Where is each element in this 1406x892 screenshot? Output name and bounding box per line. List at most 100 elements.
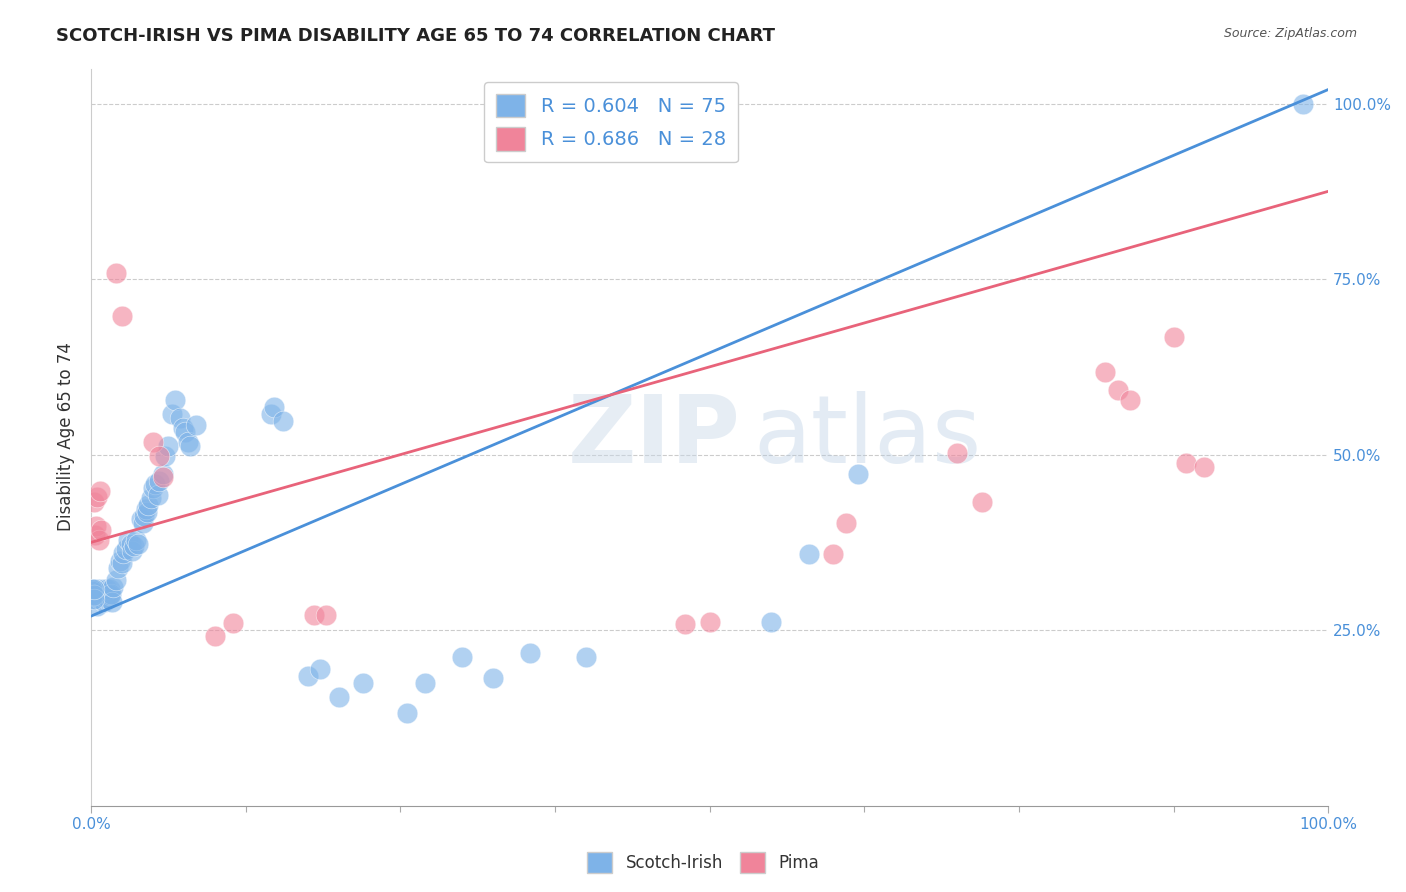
Point: [946, 446, 969, 460]
Point: [142, 434, 165, 449]
Point: [1292, 96, 1315, 111]
Point: [136, 498, 159, 512]
Point: [1119, 392, 1142, 407]
Point: [90, 584, 112, 599]
Point: [84, 591, 107, 606]
Point: [91, 588, 114, 602]
Point: [186, 418, 208, 433]
Point: [204, 629, 226, 643]
Point: [179, 439, 201, 453]
Point: [142, 481, 165, 495]
Point: [108, 554, 131, 568]
Point: [263, 400, 285, 414]
Point: [797, 547, 820, 561]
Point: [129, 512, 152, 526]
Point: [103, 580, 125, 594]
Point: [671, 102, 693, 116]
Point: [135, 502, 157, 516]
Point: [83, 588, 105, 602]
Point: [86, 490, 108, 504]
Text: ZIP: ZIP: [568, 391, 741, 483]
Point: [152, 467, 174, 482]
Point: [259, 407, 281, 421]
Point: [823, 547, 845, 561]
Point: [686, 102, 709, 116]
Point: [82, 584, 104, 599]
Point: [120, 537, 142, 551]
Point: [160, 407, 183, 421]
Point: [89, 484, 111, 499]
Point: [148, 475, 170, 489]
Point: [328, 690, 350, 704]
Point: [86, 599, 108, 613]
Point: [156, 439, 179, 453]
Point: [172, 421, 194, 435]
Point: [84, 519, 107, 533]
Point: [90, 524, 112, 538]
Point: [83, 582, 105, 597]
Point: [146, 488, 169, 502]
Point: [125, 533, 148, 548]
Point: [1194, 460, 1216, 475]
Point: [761, 615, 783, 629]
Point: [395, 706, 418, 720]
Point: [98, 588, 121, 602]
Y-axis label: Disability Age 65 to 74: Disability Age 65 to 74: [58, 343, 75, 532]
Point: [519, 646, 541, 660]
Point: [169, 411, 191, 425]
Point: [93, 595, 115, 609]
Point: [94, 591, 117, 606]
Point: [82, 590, 104, 604]
Point: [846, 467, 869, 482]
Point: [82, 582, 104, 597]
Text: atlas: atlas: [754, 391, 981, 483]
Point: [101, 595, 124, 609]
Point: [107, 561, 129, 575]
Point: [835, 516, 858, 531]
Point: [87, 582, 110, 597]
Point: [970, 495, 993, 509]
Point: [104, 573, 127, 587]
Point: [83, 591, 105, 606]
Point: [83, 528, 105, 542]
Point: [127, 537, 149, 551]
Point: [155, 449, 177, 463]
Point: [89, 591, 111, 606]
Point: [135, 505, 157, 519]
Point: [100, 586, 122, 600]
Point: [165, 392, 187, 407]
Point: [148, 449, 170, 463]
Legend: R = 0.604   N = 75, R = 0.686   N = 28: R = 0.604 N = 75, R = 0.686 N = 28: [484, 82, 738, 162]
Point: [1094, 365, 1116, 379]
Point: [482, 671, 505, 685]
Point: [315, 607, 337, 622]
Point: [124, 539, 146, 553]
Point: [114, 542, 136, 557]
Point: [152, 470, 174, 484]
Text: SCOTCH-IRISH VS PIMA DISABILITY AGE 65 TO 74 CORRELATION CHART: SCOTCH-IRISH VS PIMA DISABILITY AGE 65 T…: [56, 27, 775, 45]
Point: [111, 309, 134, 323]
Point: [94, 588, 117, 602]
Point: [271, 414, 294, 428]
Point: [711, 102, 734, 116]
Point: [673, 617, 696, 632]
Point: [83, 495, 105, 509]
Point: [134, 509, 156, 524]
Point: [98, 582, 121, 597]
Point: [83, 588, 105, 602]
Point: [302, 607, 325, 622]
Point: [309, 662, 332, 676]
Legend: Scotch-Irish, Pima: Scotch-Irish, Pima: [581, 846, 825, 880]
Point: [111, 557, 134, 571]
Point: [96, 582, 118, 597]
Point: [87, 533, 110, 548]
Point: [82, 586, 104, 600]
Point: [121, 544, 143, 558]
Point: [1163, 329, 1185, 343]
Point: [575, 649, 598, 664]
Point: [97, 591, 120, 606]
Point: [83, 582, 105, 597]
Point: [117, 533, 139, 548]
Point: [104, 267, 127, 281]
Point: [451, 649, 474, 664]
